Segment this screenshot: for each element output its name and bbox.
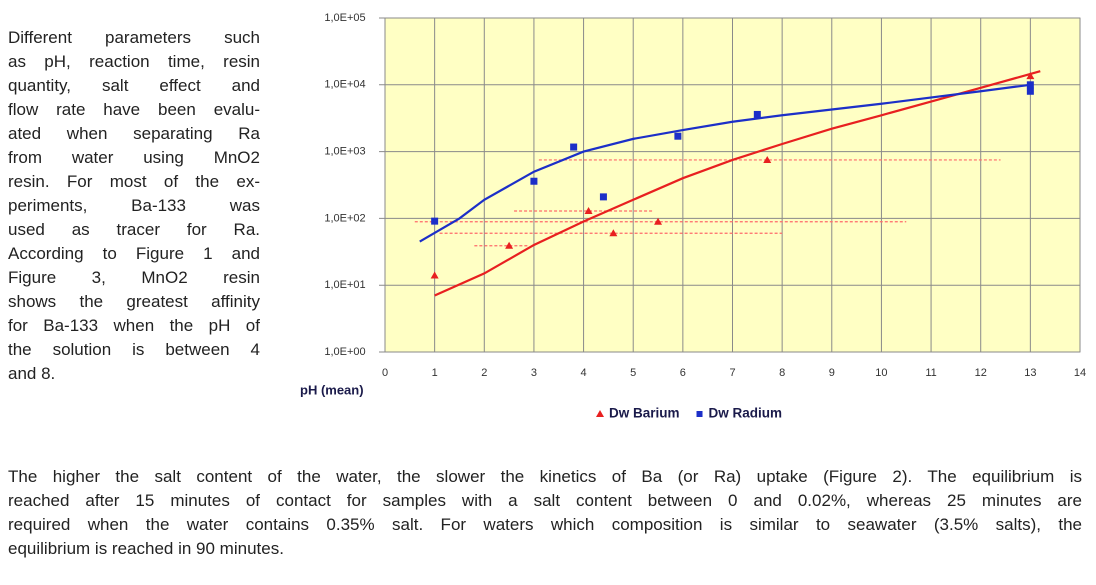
y-tick-label: 1,0E+03: [324, 146, 365, 158]
text-line: used as tracer for Ra.: [8, 220, 260, 239]
text-line: The higher the salt content of the water…: [8, 467, 1082, 486]
data-point: [1026, 81, 1034, 89]
data-point: [599, 193, 607, 201]
x-tick-label: 3: [531, 367, 537, 379]
data-point: [431, 217, 439, 225]
data-point: [654, 217, 663, 225]
text-line: as pH, reaction time, resin: [8, 52, 260, 71]
y-tick-label: 1,0E+01: [324, 279, 365, 291]
y-tick-label: 1,0E+02: [324, 212, 365, 224]
data-point: [674, 132, 682, 140]
x-tick-label: 0: [382, 367, 388, 379]
text-line: for Ba-133 when the pH of: [8, 316, 260, 335]
bottom-paragraph: The higher the salt content of the water…: [8, 465, 1082, 561]
legend-label: Dw Barium: [609, 406, 680, 421]
y-tick-label: 1,0E+05: [324, 12, 365, 24]
left-paragraph: Different parameters such as pH, reaction…: [8, 26, 260, 386]
text-line: According to Figure 1 and: [8, 244, 260, 263]
x-tick-label: 12: [975, 367, 987, 379]
x-tick-label: 2: [481, 367, 487, 379]
x-tick-label: 1: [432, 367, 438, 379]
x-tick-label: 5: [630, 367, 636, 379]
legend-marker: [596, 410, 604, 417]
text-line: equilibrium is reached in 90 minutes.: [8, 539, 284, 558]
data-point: [1026, 72, 1035, 80]
text-line: reached after 15 minutes of contact for …: [8, 491, 1082, 510]
x-tick-label: 8: [779, 367, 785, 379]
x-tick-label: 11: [925, 367, 936, 379]
data-point: [530, 177, 538, 185]
x-axis-label: pH (mean): [300, 382, 364, 397]
data-point: [763, 155, 772, 163]
text-line: ated when separating Ra: [8, 124, 260, 143]
x-tick-label: 6: [680, 367, 686, 379]
data-point: [570, 143, 578, 151]
text-line: the solution is between 4: [8, 340, 260, 359]
text-line: shows the greatest affinity: [8, 292, 260, 311]
x-tick-label: 10: [875, 367, 887, 379]
x-tick-label: 13: [1024, 367, 1036, 379]
text-line: required when the water contains 0.35% s…: [8, 515, 1082, 534]
data-point: [430, 271, 439, 279]
trend-line: [419, 83, 1031, 243]
text-line: and 8.: [8, 364, 56, 383]
data-point: [505, 241, 514, 249]
x-tick-label: 9: [829, 367, 835, 379]
data-point: [753, 110, 761, 118]
x-tick-label: 4: [581, 367, 587, 379]
y-tick-label: 1,0E+00: [324, 346, 365, 358]
text-line: quantity, salt effect and: [8, 76, 260, 95]
legend-marker: [696, 411, 703, 417]
text-line: resin. For most of the ex-: [8, 172, 260, 191]
text-line: flow rate have been evalu-: [8, 100, 260, 119]
data-point: [584, 207, 593, 215]
y-tick-label: 1,0E+04: [324, 79, 365, 91]
trend-line: [434, 70, 1041, 297]
text-line: Different parameters such: [8, 28, 260, 47]
chart: pH (mean) 1,0E+00 1,0E+01 1,0E+02 1,0E+03 1,…: [300, 12, 1086, 421]
text-line: periments, Ba-133 was: [8, 196, 260, 215]
x-tick-label: 14: [1074, 367, 1086, 379]
legend-label: Dw Radium: [709, 406, 783, 421]
text-line: from water using MnO2: [8, 148, 260, 167]
data-point: [609, 229, 618, 237]
text-line: Figure 3, MnO2 resin: [8, 268, 260, 287]
x-tick-label: 7: [729, 367, 735, 379]
data-point: [1026, 87, 1034, 95]
